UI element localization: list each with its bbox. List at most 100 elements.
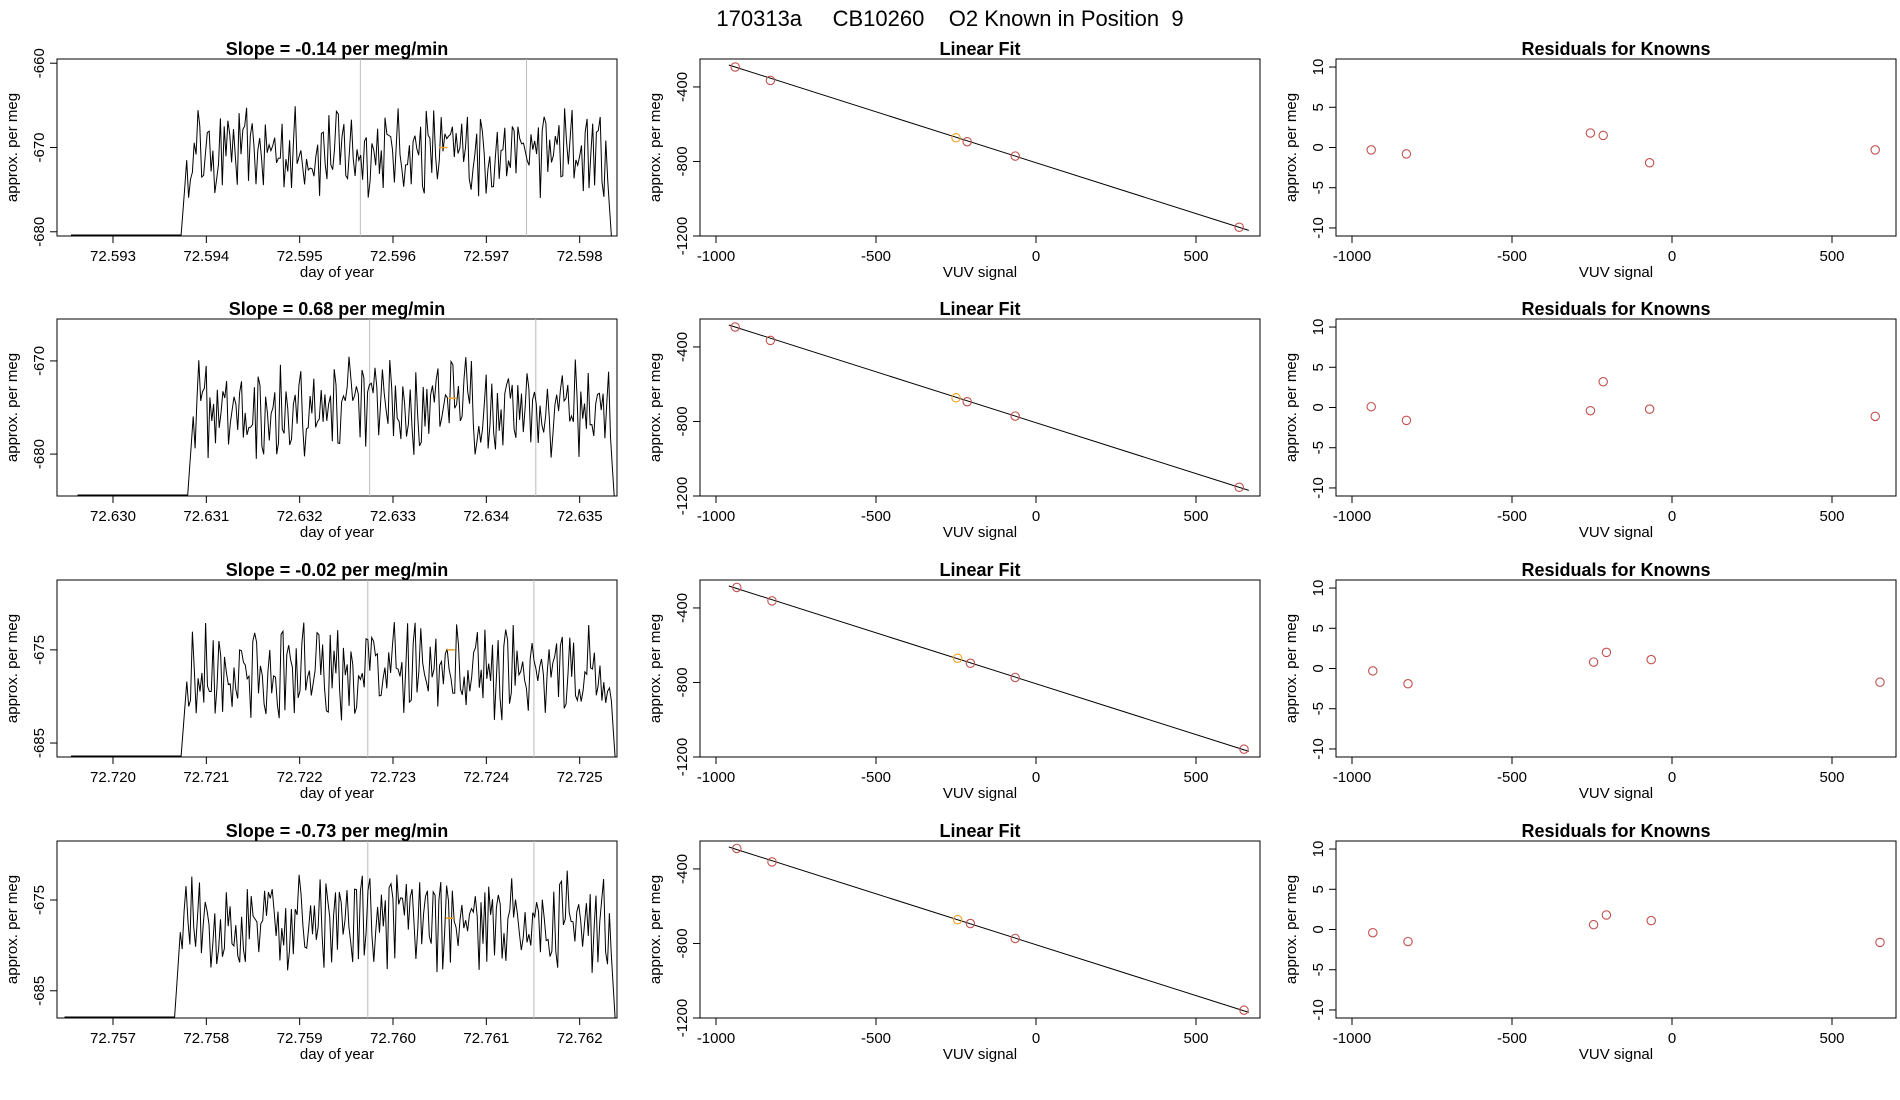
y-tick-label: 5 (1310, 363, 1327, 371)
x-tick-label: 72.725 (557, 769, 603, 786)
x-tick-label: 500 (1819, 248, 1844, 265)
y-axis-label: approx. per meg (4, 875, 21, 984)
y-axis-label: approx. per meg (1283, 875, 1300, 984)
y-axis-label: approx. per meg (4, 93, 21, 202)
x-tick-label: 72.757 (90, 1030, 136, 1047)
y-tick-label: -800 (674, 146, 691, 176)
y-tick-label: -1200 (674, 999, 691, 1037)
known-point (1601, 647, 1612, 658)
known-point (1010, 933, 1020, 944)
known-point (1601, 910, 1612, 920)
known-point (1234, 222, 1244, 232)
known-point (767, 857, 777, 867)
y-tick-label: -680 (31, 217, 48, 247)
y-axis-label: approx. per meg (1283, 93, 1300, 202)
y-axis-label: approx. per meg (647, 614, 664, 723)
known-point (765, 335, 776, 346)
known-point (1403, 936, 1413, 947)
known-point (1239, 1005, 1249, 1015)
y-tick-label: -5 (1310, 702, 1327, 715)
plot-frame (699, 58, 1261, 237)
known-point (1239, 744, 1249, 754)
y-tick-label: 0 (1310, 143, 1327, 151)
chart-panel-9: Residuals for Knowns -1000 -500 0 500 10 5 0 -5 -… (1283, 39, 1897, 281)
known-point (765, 75, 776, 86)
y-tick-label: 5 (1310, 103, 1327, 111)
x-tick-label: 72.762 (557, 1030, 603, 1047)
x-axis-label: day of year (300, 785, 374, 802)
panel-title: Residuals for Knowns (1521, 821, 1710, 841)
x-tick-label: 500 (1819, 508, 1844, 525)
chart-panel-3: Slope = -0.02 per meg/min 72.720 72.721 72.… (4, 560, 618, 802)
known-point (1875, 937, 1885, 948)
x-tick-label: -500 (1497, 508, 1527, 525)
y-tick-label: -400 (674, 593, 691, 623)
x-axis-label: VUV signal (943, 524, 1017, 541)
y-tick-label: -670 (31, 132, 48, 162)
known-point (965, 658, 976, 669)
known-point (1646, 915, 1656, 926)
y-axis-label: approx. per meg (4, 614, 21, 723)
fit-line (728, 585, 1249, 752)
x-tick-label: -1000 (1333, 1030, 1371, 1047)
panel-title: Linear Fit (939, 39, 1020, 59)
x-tick-label: 72.635 (557, 508, 603, 525)
x-tick-label: 72.720 (90, 769, 136, 786)
x-tick-label: 72.761 (463, 1030, 509, 1047)
x-tick-label: -1000 (697, 508, 735, 525)
chart-panel-6: Linear Fit -1000 -500 0 500 -400 -800 -1200 VUV … (647, 299, 1261, 541)
known-point (1010, 672, 1020, 683)
y-tick-label: 5 (1310, 885, 1327, 893)
known-point (732, 582, 742, 593)
x-tick-label: 72.724 (463, 769, 509, 786)
y-axis-label: approx. per meg (4, 353, 21, 462)
panels: Slope = -0.14 per meg/min 72.593 72.594 72.… (4, 39, 1897, 1063)
page-title: 170313a CB10260 O2 Known in Position 9 (716, 6, 1183, 31)
known-point (965, 918, 976, 929)
known-point (1368, 927, 1378, 938)
y-tick-label: -800 (674, 667, 691, 697)
signal-trace (77, 356, 615, 497)
x-tick-label: 500 (1819, 1030, 1844, 1047)
plot-frame (56, 318, 618, 497)
y-tick-label: -10 (1310, 477, 1327, 499)
x-tick-label: 72.760 (370, 1030, 416, 1047)
x-axis-label: VUV signal (943, 264, 1017, 281)
y-tick-label: -400 (674, 72, 691, 102)
x-tick-label: -500 (861, 769, 891, 786)
x-axis-label: VUV signal (943, 1046, 1017, 1063)
x-tick-label: -500 (861, 1030, 891, 1047)
y-tick-label: 10 (1310, 319, 1327, 336)
x-tick-label: 72.595 (277, 248, 323, 265)
y-tick-label: -10 (1310, 999, 1327, 1021)
y-tick-label: 0 (1310, 664, 1327, 672)
x-tick-label: 72.593 (90, 248, 136, 265)
known-point (1644, 404, 1655, 414)
fit-line (728, 846, 1249, 1013)
known-point (730, 62, 740, 72)
plot-frame (1335, 58, 1897, 237)
known-point (1403, 679, 1413, 689)
y-tick-label: -675 (31, 635, 48, 665)
known-point (1875, 677, 1885, 687)
chart-panel-5: Linear Fit -1000 -500 0 500 -400 -800 -1200 VUV … (647, 39, 1261, 281)
y-tick-label: -10 (1310, 738, 1327, 760)
known-point (1010, 151, 1020, 161)
x-tick-label: 72.758 (183, 1030, 229, 1047)
plot-frame (1335, 318, 1897, 497)
x-tick-label: 500 (1183, 508, 1208, 525)
x-tick-label: 0 (1032, 508, 1040, 525)
plot-frame (699, 579, 1261, 758)
y-tick-label: -670 (31, 346, 48, 376)
known-point (1870, 145, 1880, 155)
y-tick-label: -660 (31, 48, 48, 78)
x-tick-label: 72.632 (277, 508, 323, 525)
panel-title: Linear Fit (939, 560, 1020, 580)
x-tick-label: 72.722 (277, 769, 323, 786)
x-tick-label: 72.633 (370, 508, 416, 525)
y-tick-label: -675 (31, 885, 48, 915)
x-axis-label: VUV signal (1579, 1046, 1653, 1063)
known-point (1366, 401, 1376, 412)
x-tick-label: 72.631 (183, 508, 229, 525)
